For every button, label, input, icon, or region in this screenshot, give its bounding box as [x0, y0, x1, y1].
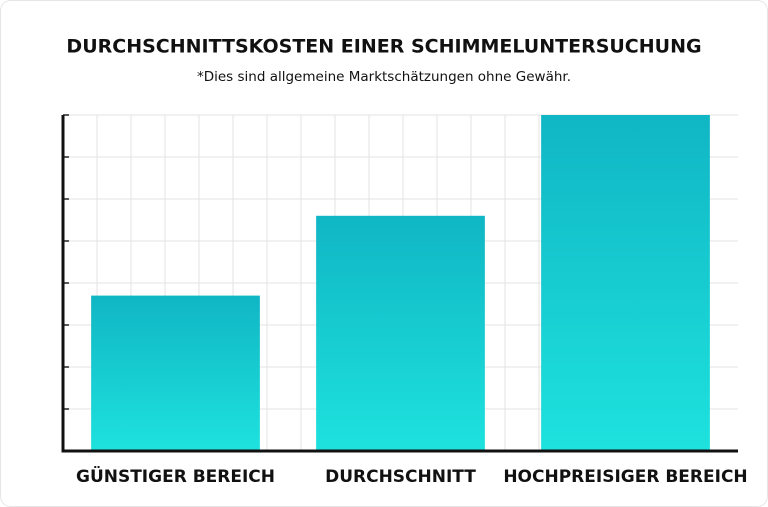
- chart-title: DURCHSCHNITTSKOSTEN EINER SCHIMMELUNTERS…: [66, 36, 701, 58]
- bar: [316, 215, 485, 451]
- bar: [91, 295, 260, 451]
- chart-subtitle: *Dies sind allgemeine Marktschätzungen o…: [197, 69, 571, 85]
- x-tick-label: DURCHSCHNITT: [325, 467, 476, 487]
- bar: [541, 115, 710, 451]
- x-tick-label: HOCHPREISIGER BEREICH: [503, 467, 747, 487]
- x-tick-label: GÜNSTIGER BEREICH: [76, 465, 275, 487]
